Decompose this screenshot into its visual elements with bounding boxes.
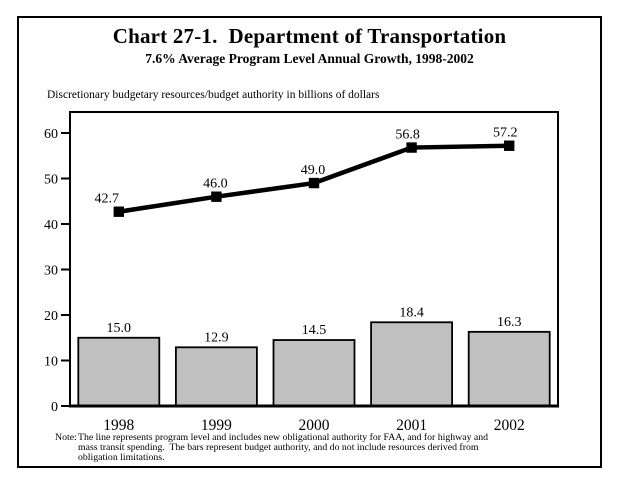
bar-value-label: 12.9 <box>204 330 229 345</box>
bar-value-label: 15.0 <box>107 321 132 336</box>
chart-subtitle: 7.6% Average Program Level Annual Growth… <box>145 51 474 66</box>
x-category-label: 1999 <box>201 417 232 434</box>
x-category-label: 1998 <box>103 417 134 434</box>
y-tick-label: 10 <box>44 355 58 370</box>
chart-title: Chart 27-1. Department of Transportation <box>112 24 507 48</box>
line-marker <box>211 191 222 202</box>
bar-value-label: 16.3 <box>497 315 522 330</box>
bar <box>77 336 161 407</box>
line-value-label: 46.0 <box>203 177 228 192</box>
line-marker <box>504 140 515 151</box>
bar-value-label: 18.4 <box>399 305 424 320</box>
y-tick-label: 60 <box>44 127 58 142</box>
bar <box>370 321 454 407</box>
x-category-label: 2002 <box>494 417 525 434</box>
y-tick-label: 20 <box>44 309 58 324</box>
bar-value-label: 14.5 <box>302 323 327 338</box>
bar <box>174 346 258 407</box>
line-marker <box>113 206 124 217</box>
line-value-label: 56.8 <box>395 128 420 143</box>
line-marker <box>308 177 320 189</box>
footnote-line: mass transit spending. The bars represen… <box>78 442 479 454</box>
y-tick-label: 50 <box>44 173 58 188</box>
bar <box>272 339 356 407</box>
bar <box>467 330 551 407</box>
x-category-label: 2001 <box>396 417 427 434</box>
footnote-line: obligation limitations. <box>78 452 165 464</box>
line-value-label: 57.2 <box>493 126 518 141</box>
axis-units-caption: Discretionary budgetary resources/budget… <box>47 89 380 101</box>
footnote: Note: The line represents program level … <box>55 432 555 464</box>
line-marker <box>406 142 417 153</box>
footnote-line: The line represents program level and in… <box>78 432 489 443</box>
footnote-lines: The line represents program level and in… <box>78 432 555 464</box>
y-tick-label: 0 <box>51 400 58 415</box>
x-category-label: 2000 <box>299 417 330 434</box>
y-tick-label: 30 <box>44 264 58 279</box>
y-tick-label: 40 <box>44 218 58 233</box>
footnote-label: Note: <box>55 432 77 443</box>
line-value-label: 42.7 <box>95 192 120 207</box>
line-value-label: 49.0 <box>301 163 326 178</box>
